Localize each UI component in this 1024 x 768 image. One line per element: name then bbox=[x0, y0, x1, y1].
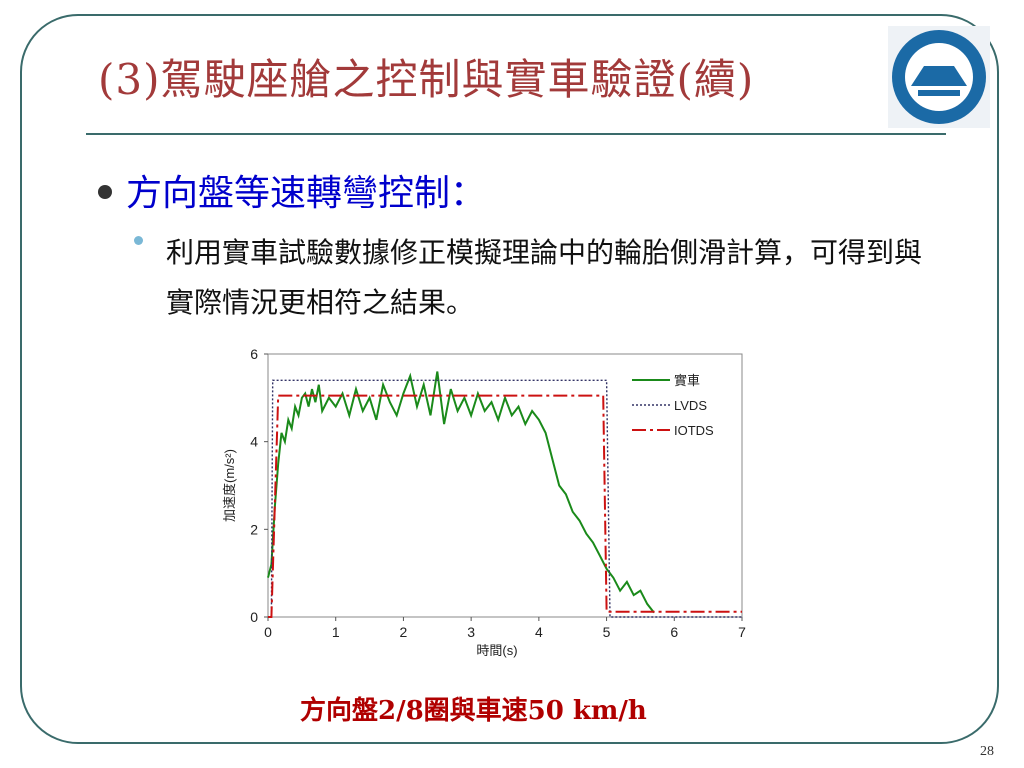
sub-bullet-text: 利用實車試驗數據修正模擬理論中的輪胎側滑計算，可得到與實際情況更相符之結果。 bbox=[166, 236, 923, 319]
legend-label-2: LVDS bbox=[674, 398, 707, 413]
research-center-logo bbox=[888, 26, 990, 128]
series-line-1 bbox=[267, 371, 655, 614]
y-tick-label: 4 bbox=[250, 434, 258, 450]
x-tick-label: 7 bbox=[738, 624, 746, 640]
sub-bullet-dot bbox=[134, 236, 143, 245]
x-axis-label: 時間(s) bbox=[476, 643, 517, 658]
title-underline bbox=[86, 133, 946, 135]
series-line-2 bbox=[268, 379, 742, 618]
slide-title: (3)駕駛座艙之控制與實車驗證(續) bbox=[98, 55, 755, 104]
logo-road-shape bbox=[911, 66, 967, 86]
x-tick-label: 0 bbox=[264, 624, 272, 640]
y-tick-label: 0 bbox=[250, 609, 258, 625]
x-tick-label: 1 bbox=[332, 624, 340, 640]
y-tick-label: 6 bbox=[250, 346, 258, 362]
legend-label-3: IOTDS bbox=[674, 423, 714, 438]
sub-bullet: 利用實車試驗數據修正模擬理論中的輪胎側滑計算，可得到與實際情況更相符之結果。 bbox=[134, 228, 940, 328]
page-number: 28 bbox=[980, 744, 994, 759]
y-tick-label: 2 bbox=[250, 521, 258, 537]
legend-label-1: 實車 bbox=[674, 373, 700, 388]
x-tick-label: 6 bbox=[670, 624, 678, 640]
x-tick-label: 5 bbox=[603, 624, 611, 640]
x-tick-label: 3 bbox=[467, 624, 475, 640]
main-bullet: 方向盤等速轉彎控制： bbox=[98, 164, 486, 216]
logo-base-bar bbox=[918, 90, 960, 96]
y-axis-label: 加速度(m/s²) bbox=[222, 449, 237, 522]
chart-caption: 方向盤2/8圈與車速50 km/h bbox=[300, 696, 647, 726]
plot-area bbox=[267, 353, 743, 618]
x-tick-label: 4 bbox=[535, 624, 543, 640]
acceleration-chart: 0 1 2 3 4 5 6 7 0 2 4 6 時間(s) 加速度(m/s²) 實車 LVDS IOTDS bbox=[222, 346, 746, 658]
main-bullet-text: 方向盤等速轉彎控制： bbox=[126, 173, 487, 214]
bullet-dot bbox=[98, 185, 112, 199]
series-line-3 bbox=[268, 394, 742, 618]
x-tick-label: 2 bbox=[400, 624, 408, 640]
